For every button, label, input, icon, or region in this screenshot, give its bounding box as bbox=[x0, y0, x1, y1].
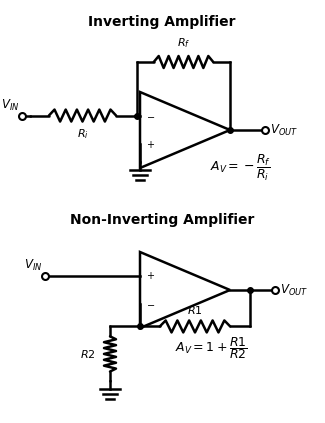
Text: $R2$: $R2$ bbox=[80, 348, 96, 360]
Text: Non-Inverting Amplifier: Non-Inverting Amplifier bbox=[70, 213, 254, 227]
Text: $V_{OUT}$: $V_{OUT}$ bbox=[280, 283, 308, 297]
Text: $V_{IN}$: $V_{IN}$ bbox=[24, 258, 42, 272]
Text: $A_V = -\dfrac{R_f}{R_i}$: $A_V = -\dfrac{R_f}{R_i}$ bbox=[210, 153, 271, 183]
Text: $V_{IN}$: $V_{IN}$ bbox=[1, 97, 19, 113]
Text: $R_i$: $R_i$ bbox=[77, 128, 88, 141]
Text: $R_f$: $R_f$ bbox=[177, 36, 190, 50]
Text: $R1$: $R1$ bbox=[187, 305, 203, 316]
Text: $-$: $-$ bbox=[146, 299, 155, 310]
Text: $A_V = 1 + \dfrac{R1}{R2}$: $A_V = 1 + \dfrac{R1}{R2}$ bbox=[175, 335, 248, 361]
Text: $V_{OUT}$: $V_{OUT}$ bbox=[270, 122, 298, 137]
Text: $+$: $+$ bbox=[146, 139, 155, 150]
Text: $-$: $-$ bbox=[146, 110, 155, 121]
Text: $+$: $+$ bbox=[146, 270, 155, 281]
Text: Inverting Amplifier: Inverting Amplifier bbox=[88, 15, 236, 29]
